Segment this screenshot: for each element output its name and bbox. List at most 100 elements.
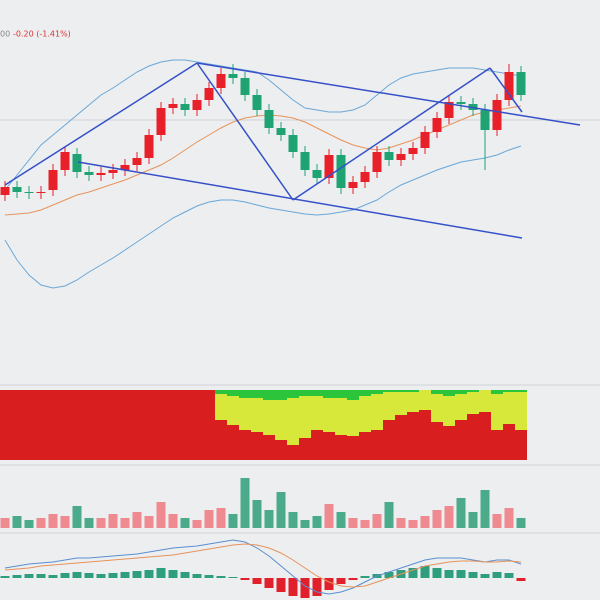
stack-segment: [335, 435, 347, 460]
candle-body: [84, 172, 94, 175]
candle-body: [156, 108, 166, 135]
macd-bar: [276, 578, 286, 592]
candle-body: [120, 165, 130, 170]
stack-segment: [191, 390, 203, 460]
stack-segment: [251, 390, 263, 398]
candle-body: [420, 132, 430, 148]
series-line: [4, 145, 522, 289]
stack-segment: [323, 390, 335, 398]
stack-segment: [299, 396, 311, 438]
stack-segment: [323, 398, 335, 432]
volume-bar: [156, 502, 166, 528]
volume-bar: [372, 514, 382, 528]
macd-bar: [480, 574, 490, 578]
macd-bar: [300, 578, 310, 598]
stack-segment: [359, 432, 371, 460]
macd-bar: [264, 578, 274, 588]
volume-bar: [276, 492, 286, 528]
volume-bar: [72, 506, 82, 528]
stack-segment: [491, 390, 503, 394]
series-line: [4, 543, 522, 588]
candle-body: [396, 154, 406, 160]
candle-body: [204, 88, 214, 100]
volume-bar: [504, 508, 514, 528]
stack-segment: [239, 430, 251, 460]
volume-bar: [396, 518, 406, 528]
stack-segment: [371, 390, 383, 394]
candle-body: [132, 158, 142, 165]
stack-segment: [263, 435, 275, 460]
macd-bar: [192, 574, 202, 578]
macd-bar: [444, 570, 454, 578]
trendline: [4, 62, 198, 186]
macd-bar: [456, 570, 466, 578]
stack-segment: [287, 445, 299, 460]
volume-bar: [96, 518, 106, 528]
candle-body: [24, 192, 34, 193]
stack-segment: [407, 390, 419, 392]
volume-bar: [0, 518, 10, 528]
stack-segment: [275, 390, 287, 400]
stack-segment: [143, 390, 155, 460]
volume-bar: [300, 520, 310, 528]
stack-segment: [203, 390, 215, 460]
stack-segment: [311, 396, 323, 430]
candle-body: [444, 102, 454, 118]
macd-bar: [216, 576, 226, 578]
trendline: [292, 67, 491, 201]
candle-body: [408, 148, 418, 154]
volume-bar: [468, 512, 478, 528]
volume-bar: [312, 516, 322, 528]
macd-bar: [84, 573, 94, 578]
macd-bar: [12, 575, 22, 578]
volume-bar: [288, 512, 298, 528]
volume-bar: [12, 516, 22, 528]
stack-segment: [503, 392, 515, 424]
stack-segment: [155, 390, 167, 460]
macd-bar: [432, 568, 442, 578]
stack-segment: [263, 400, 275, 435]
stack-segment: [59, 390, 71, 460]
candle-body: [228, 74, 238, 78]
stack-segment: [371, 430, 383, 460]
stack-segment: [503, 424, 515, 460]
change-text: -0.20 (-1.41%): [13, 30, 71, 39]
candle-body: [48, 170, 58, 190]
stack-segment: [491, 430, 503, 460]
candle-body: [264, 110, 274, 128]
stack-segment: [275, 440, 287, 460]
candle-body: [432, 118, 442, 132]
stack-segment: [251, 398, 263, 432]
stack-segment: [503, 390, 515, 392]
stack-segment: [0, 390, 11, 460]
stack-segment: [335, 398, 347, 435]
volume-bar: [240, 478, 250, 528]
stack-segment: [323, 432, 335, 460]
candle-body: [168, 104, 178, 108]
stack-segment: [131, 390, 143, 460]
macd-bar: [156, 568, 166, 578]
candle-body: [300, 152, 310, 170]
macd-bar: [144, 570, 154, 578]
macd-bar: [96, 574, 106, 578]
volume-bar: [252, 500, 262, 528]
macd-bar: [36, 574, 46, 578]
volume-bar: [384, 502, 394, 528]
stack-segment: [119, 390, 131, 460]
candle-body: [492, 100, 502, 130]
candle-body: [216, 74, 226, 88]
candle-body: [60, 152, 70, 170]
macd-bar: [120, 572, 130, 578]
volume-bar: [204, 510, 214, 528]
candle-body: [0, 187, 10, 195]
stack-segment: [419, 390, 431, 410]
candle-body: [276, 128, 286, 135]
stack-segment: [35, 390, 47, 460]
trendline: [196, 62, 294, 201]
stack-segment: [95, 390, 107, 460]
stack-segment: [167, 390, 179, 460]
volume-bar: [408, 520, 418, 528]
macd-bar: [324, 578, 334, 590]
stack-segment: [515, 390, 527, 392]
stack-segment: [215, 420, 227, 460]
